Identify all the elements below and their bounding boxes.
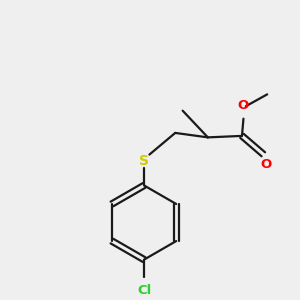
Text: O: O bbox=[260, 158, 271, 171]
Text: O: O bbox=[238, 99, 249, 112]
Text: Cl: Cl bbox=[137, 284, 151, 297]
Text: S: S bbox=[139, 154, 149, 168]
